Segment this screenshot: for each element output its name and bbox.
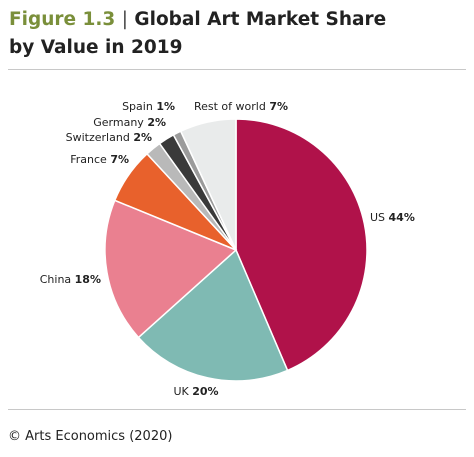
pie-slice-uk: [137, 248, 289, 382]
slice-label-name: UK: [173, 385, 192, 398]
slice-label-name: China: [40, 273, 75, 286]
slice-label-uk: UK 20%: [173, 385, 218, 398]
slice-label-china: China 18%: [40, 273, 101, 286]
slice-label-value: 1%: [156, 100, 175, 113]
slice-label-value: 44%: [389, 211, 415, 224]
slice-labels: US 44% UK 20% China 18% France 7% Switzerlan…: [40, 100, 415, 398]
slice-label-value: 18%: [75, 273, 101, 286]
slice-label-name: Rest of world: [194, 100, 269, 113]
pie-slice-china: [104, 199, 238, 339]
bottom-divider: [8, 409, 466, 410]
slice-label-value: 7%: [110, 153, 129, 166]
slice-label-us: US 44%: [370, 211, 415, 224]
slice-label-value: 2%: [133, 131, 152, 144]
pie-slice-rest-of-world: [179, 118, 237, 251]
slice-label-name: Spain: [122, 100, 156, 113]
slice-label-value: 20%: [192, 385, 218, 398]
figure-title-line-2: by Value in 2019: [9, 37, 183, 58]
source-credit: © Arts Economics (2020): [8, 429, 173, 444]
slice-label-name: Germany: [93, 116, 147, 129]
slice-label-france: France 7%: [70, 153, 129, 166]
figure-title: Figure 1.3 | Global Art Market Share by …: [9, 6, 469, 62]
slice-label-value: 2%: [147, 116, 166, 129]
slice-label-value: 7%: [269, 100, 288, 113]
slice-label-germany: Germany 2%: [93, 116, 166, 129]
figure-title-line-1: Figure 1.3 | Global Art Market Share: [9, 6, 469, 34]
slice-label-switzerland: Switzerland 2%: [66, 131, 152, 144]
slice-label-name: France: [70, 153, 110, 166]
slice-label-rest-of-world: Rest of world 7%: [194, 100, 288, 113]
slice-label-name: Switzerland: [66, 131, 134, 144]
figure-number: Figure 1.3: [9, 9, 116, 30]
top-divider: [8, 69, 466, 70]
figure-separator: |: [121, 9, 128, 30]
pie-slices: [104, 118, 368, 382]
figure-title-text: Global Art Market Share: [134, 9, 387, 30]
slice-label-spain: Spain 1%: [122, 100, 175, 113]
slice-label-name: US: [370, 211, 389, 224]
pie-slice-us: [235, 118, 368, 372]
